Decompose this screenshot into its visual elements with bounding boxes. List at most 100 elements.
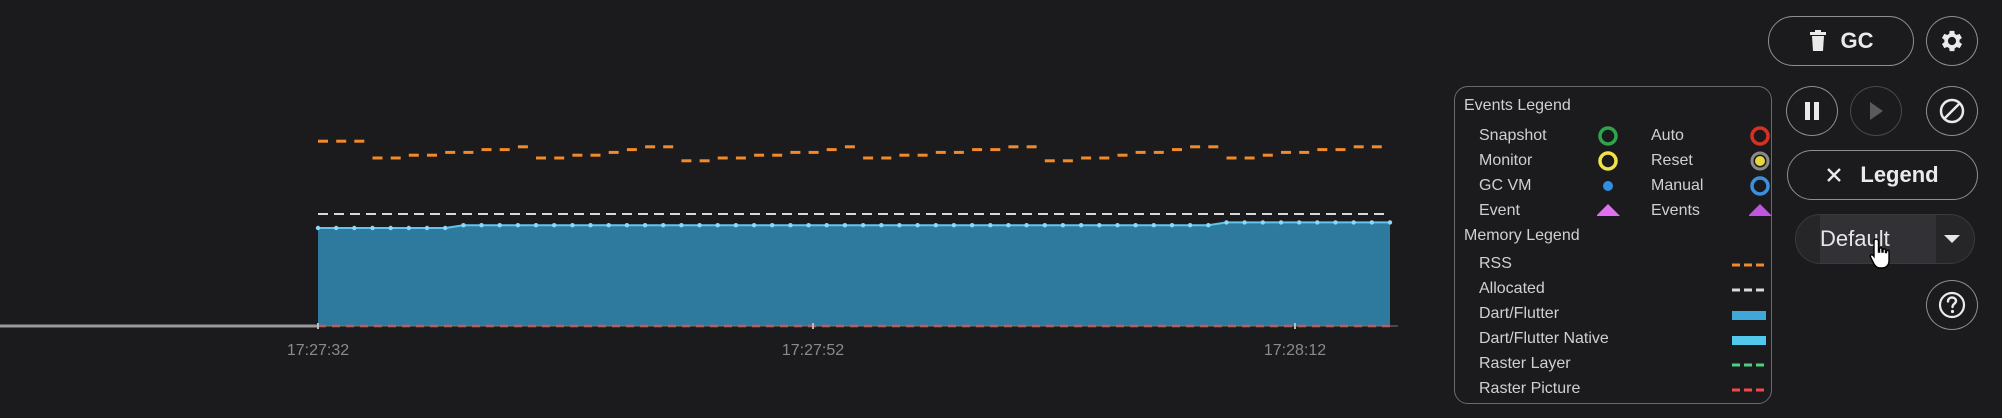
help-button[interactable]	[1926, 280, 1978, 330]
x-tick-label: 17:27:32	[287, 342, 349, 359]
trash-icon	[1809, 30, 1826, 51]
chart-mode-dropdown[interactable]: Default	[1795, 214, 1975, 269]
dart-flutter-point	[1206, 223, 1211, 228]
dart-flutter-point	[1151, 223, 1157, 228]
dart-flutter-point	[1006, 223, 1011, 228]
dart-flutter-point	[788, 223, 793, 228]
settings-button[interactable]	[1926, 16, 1978, 66]
hand-cursor-icon	[1869, 238, 1890, 269]
series-layer	[315, 139, 1393, 328]
event-legend-label: Event	[1479, 202, 1520, 219]
dart-flutter-point	[897, 223, 902, 228]
dart-flutter-point	[842, 223, 848, 228]
clear-button[interactable]	[1926, 86, 1978, 136]
dashed-line-icon	[1732, 263, 1766, 267]
dart-flutter-point	[988, 223, 993, 228]
dart-flutter-point	[315, 225, 321, 231]
dart-flutter-point	[1333, 220, 1338, 225]
dart-flutter-point	[1297, 220, 1302, 225]
memory-legend-label: Raster Picture	[1479, 380, 1581, 397]
dart-flutter-point	[751, 223, 757, 228]
dart-flutter-point	[1097, 223, 1102, 228]
ring-icon	[1598, 126, 1618, 146]
dart-flutter-point	[443, 225, 448, 231]
events-legend-title: Events Legend	[1464, 97, 1571, 114]
dart-flutter-point	[1060, 223, 1066, 228]
memory-legend-label: Dart/Flutter	[1479, 305, 1560, 322]
dot-icon	[1603, 181, 1613, 191]
dashed-line-icon	[1732, 288, 1766, 292]
dart-flutter-point	[806, 223, 811, 228]
memory-legend-title: Memory Legend	[1464, 227, 1580, 244]
dart-flutter-point	[624, 223, 630, 228]
dart-flutter-point	[334, 225, 339, 231]
event-legend-label: GC VM	[1479, 177, 1532, 194]
event-legend-label: Auto	[1651, 127, 1684, 144]
close-icon	[1827, 168, 1842, 182]
dart-flutter-point	[424, 225, 430, 231]
dart-flutter-point	[951, 223, 957, 228]
ring-filled-icon	[1750, 151, 1770, 171]
dart-flutter-point	[879, 223, 884, 228]
dart-flutter-point	[1369, 220, 1375, 225]
solid-swatch-icon	[1732, 311, 1766, 320]
memory-legend-label: RSS	[1479, 255, 1512, 272]
dart-flutter-point	[370, 225, 375, 231]
dart-flutter-point	[933, 223, 938, 228]
dart-flutter-point	[552, 223, 557, 228]
x-axis-ticks: 17:27:32 17:27:52 17:28:12	[287, 323, 1326, 359]
dart-flutter-point	[661, 223, 666, 228]
gc-button-label: GC	[1840, 28, 1874, 53]
dart-flutter-point	[1024, 223, 1029, 228]
dart-flutter-point	[770, 223, 775, 228]
legend-button-label: Legend	[1860, 162, 1939, 187]
dashed-line-icon	[1732, 388, 1766, 392]
event-legend-label: Snapshot	[1479, 127, 1547, 144]
ring-icon	[1750, 176, 1770, 196]
dart-flutter-point	[824, 223, 829, 228]
dart-flutter-point	[1278, 220, 1284, 225]
dart-flutter-point	[352, 225, 357, 231]
help-icon	[1938, 291, 1966, 319]
dart-flutter-point	[533, 223, 539, 228]
chevron-down-icon	[1944, 235, 1960, 243]
dart-flutter-area	[318, 222, 1390, 326]
pause-icon	[1805, 102, 1819, 120]
dart-flutter-point	[406, 225, 411, 231]
dart-flutter-point	[697, 223, 702, 228]
legend-panel: Events Legend Snapshot Auto Monitor Reset GC…	[1454, 86, 1772, 404]
dart-flutter-point	[515, 223, 521, 228]
dart-flutter-point	[1351, 220, 1356, 225]
legend-toggle-button[interactable]: Legend	[1787, 150, 1978, 200]
dashed-line-icon	[1732, 363, 1766, 367]
pause-button[interactable]	[1786, 86, 1838, 136]
ring-icon	[1598, 151, 1618, 171]
dart-flutter-point	[715, 223, 720, 228]
dart-flutter-point	[1169, 223, 1175, 228]
dart-flutter-point	[1224, 220, 1229, 225]
dart-flutter-point	[1315, 220, 1320, 225]
dart-flutter-point	[588, 223, 593, 228]
dart-flutter-point	[479, 223, 484, 228]
dart-flutter-point	[606, 223, 611, 228]
event-legend-label: Monitor	[1479, 152, 1533, 169]
dart-flutter-point	[642, 223, 648, 228]
resume-button[interactable]	[1850, 86, 1902, 136]
gc-button[interactable]: GC	[1768, 16, 1914, 66]
memory-chart: 17:27:32 17:27:52 17:28:12	[0, 139, 1398, 359]
block-icon	[1939, 98, 1965, 124]
triangle-icon	[1749, 204, 1772, 216]
x-tick-label: 17:28:12	[1264, 342, 1326, 359]
dart-flutter-point	[1042, 223, 1048, 228]
dart-flutter-point	[860, 223, 866, 228]
dart-flutter-point	[1260, 220, 1266, 225]
event-legend-label: Reset	[1651, 152, 1693, 169]
event-legend-label: Events	[1651, 202, 1700, 219]
dart-flutter-line	[318, 221, 1390, 229]
memory-legend-label: Allocated	[1479, 280, 1545, 297]
gear-icon	[1941, 30, 1963, 52]
triangle-icon	[1597, 204, 1620, 216]
dart-flutter-point	[497, 223, 502, 228]
dart-flutter-point	[969, 223, 975, 228]
dart-flutter-point	[1078, 223, 1084, 228]
